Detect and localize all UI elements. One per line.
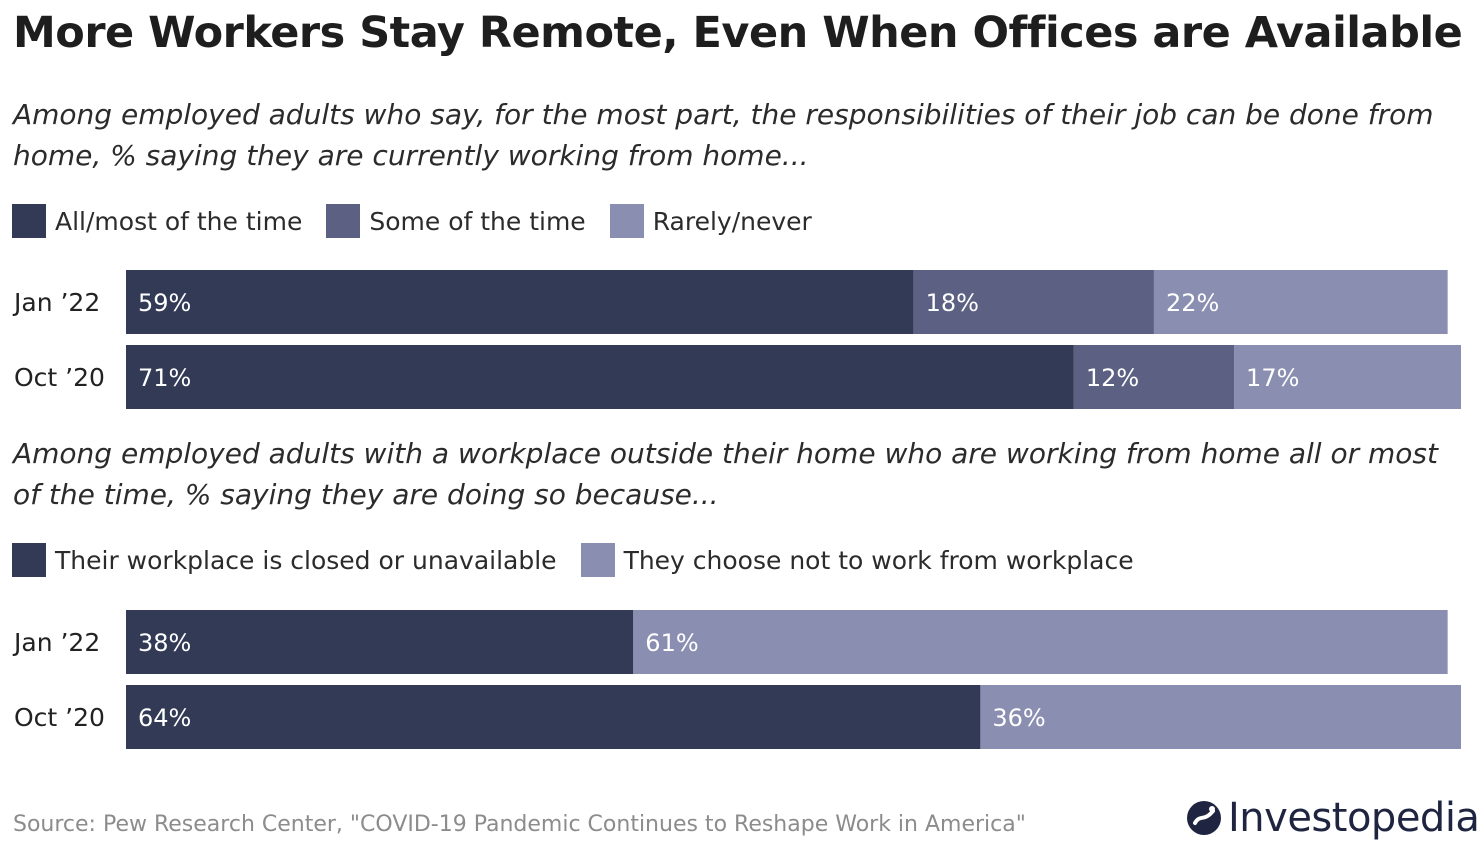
chart-2-bar-oct-20-their-workplace-is-closed-or-unavailable (126, 685, 981, 749)
chart-2-data-label-jan-22-their-workplace-is-closed-or-unavailable: 38% (138, 629, 191, 657)
legend-swatch-choose-not (580, 543, 615, 577)
chart-2-row-label-oct-20: Oct ’20 (14, 703, 105, 732)
chart-1-bar-jan-22-all-most-of-the-time (126, 270, 914, 334)
legend-swatch-workplace-closed (12, 543, 46, 577)
legend-item-some: Some of the time (326, 204, 586, 238)
chart-2-data-label-oct-20-their-workplace-is-closed-or-unavailable: 64% (138, 704, 191, 732)
legend-label-rarely-never: Rarely/never (652, 206, 812, 236)
chart-1-data-label-jan-22-all-most-of-the-time: 59% (138, 289, 191, 317)
source-note: Source: Pew Research Center, "COVID-19 P… (13, 812, 1026, 837)
chart-2-bar-oct-20-they-choose-not-to-work-from-workplace (980, 685, 1461, 749)
chart-1-subtitle: Among employed adults who say, for the m… (13, 98, 1434, 172)
chart-2-plot: Jan ’22 38% 61% Oct ’20 64% 36% (12, 610, 1461, 749)
legend-swatch-all-most (12, 204, 46, 238)
chart-1-bar-oct-20-rarely-never (1234, 345, 1461, 409)
chart-1-plot: Jan ’22 59% 18% 22% Oct ’20 71% 12% 17% (12, 270, 1461, 409)
legend-item-rarely-never: Rarely/never (609, 204, 812, 238)
chart-1-data-label-oct-20-all-most-of-the-time: 71% (138, 364, 191, 392)
chart-1-bar-oct-20-some-of-the-time (1073, 345, 1235, 409)
chart-1-data-label-oct-20-rarely-never: 17% (1246, 364, 1299, 392)
chart-1-data-label-oct-20-some-of-the-time: 12% (1086, 364, 1139, 392)
chart-1-bar-jan-22-some-of-the-time (913, 270, 1154, 334)
chart-title: More Workers Stay Remote, Even When Offi… (13, 8, 1463, 58)
legend-swatch-rarely-never (609, 204, 644, 238)
chart-2-data-label-oct-20-they-choose-not-to-work-from-workplace: 36% (992, 704, 1045, 732)
legend-item-choose-not: They choose not to work from workplace (580, 543, 1134, 577)
chart-1-bar-jan-22-rarely-never (1153, 270, 1448, 334)
legend-label-workplace-closed: Their workplace is closed or unavailable (55, 545, 557, 575)
chart-1-legend: All/most of the time Some of the time Ra… (12, 204, 836, 238)
legend-label-choose-not: They choose not to work from workplace (623, 545, 1134, 575)
legend-label-some: Some of the time (369, 206, 586, 236)
chart-1-data-label-jan-22-rarely-never: 22% (1166, 289, 1219, 317)
chart-1-row-label-jan-22: Jan ’22 (12, 288, 100, 317)
chart-2-bar-jan-22-their-workplace-is-closed-or-unavailable (126, 610, 634, 674)
chart-1-row-label-oct-20: Oct ’20 (14, 363, 105, 392)
investopedia-logo-text: Investopedia (1228, 795, 1480, 841)
chart-2-row-label-jan-22: Jan ’22 (12, 628, 100, 657)
investopedia-logo-icon (1187, 801, 1221, 835)
chart-1-bar-oct-20-all-most-of-the-time (126, 345, 1074, 409)
chart-1-data-label-jan-22-some-of-the-time: 18% (926, 289, 979, 317)
chart-2-bar-jan-22-they-choose-not-to-work-from-workplace (633, 610, 1448, 674)
legend-label-all-most: All/most of the time (55, 206, 303, 236)
legend-swatch-some (326, 204, 361, 238)
chart-2-legend: Their workplace is closed or unavailable… (12, 543, 1158, 577)
investopedia-logo: Investopedia (1186, 795, 1480, 841)
legend-item-workplace-closed: Their workplace is closed or unavailable (12, 543, 557, 577)
legend-item-all-most: All/most of the time (12, 204, 302, 238)
chart-2-subtitle: Among employed adults with a workplace o… (13, 437, 1438, 511)
chart-2-data-label-jan-22-they-choose-not-to-work-from-workplace: 61% (645, 629, 698, 657)
